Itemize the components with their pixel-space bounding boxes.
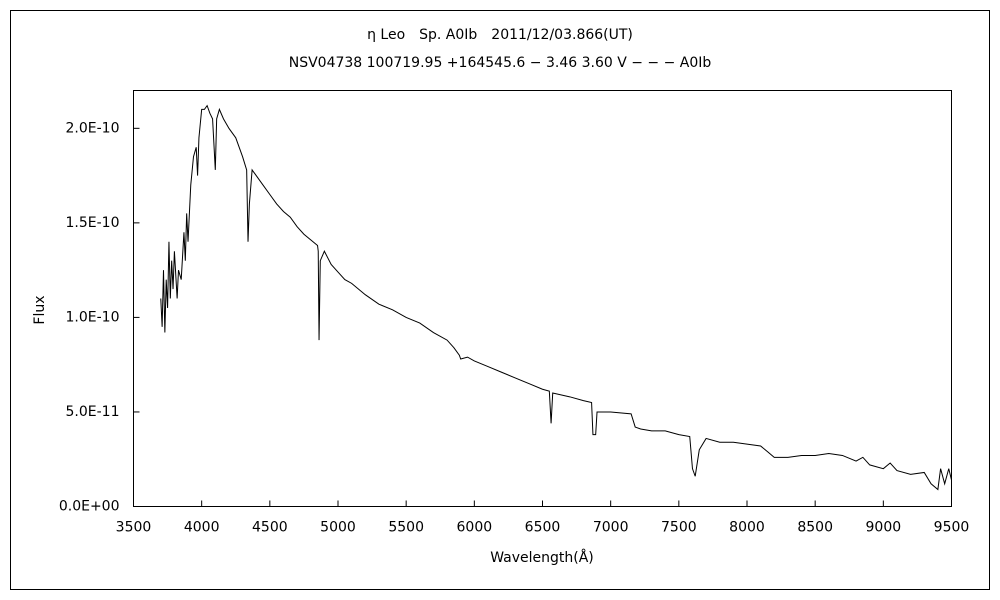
y-tick-label: 1.5E-10 — [66, 215, 120, 231]
x-axis-label: Wavelength(Å) — [490, 549, 594, 566]
x-tick-label: 5500 — [388, 520, 424, 536]
x-tick-label: 6000 — [457, 520, 493, 536]
x-tick-label: 3500 — [116, 520, 152, 536]
x-tick-label: 7000 — [593, 520, 629, 536]
x-tick-label: 5000 — [320, 520, 356, 536]
chart-frame — [10, 10, 990, 590]
y-tick-label: 5.0E-11 — [66, 404, 120, 420]
chart-title: η Leo Sp. A0Ib 2011/12/03.866(UT) — [367, 27, 633, 43]
y-tick-label: 2.0E-10 — [66, 120, 120, 136]
y-tick-label: 1.0E-10 — [66, 309, 120, 325]
x-tick-label: 9000 — [866, 520, 902, 536]
x-tick-label: 4000 — [184, 520, 220, 536]
x-tick-label: 7500 — [661, 520, 697, 536]
y-axis-label: Flux — [32, 295, 48, 324]
x-tick-label: 8000 — [729, 520, 765, 536]
spectrum-line — [160, 104, 952, 491]
x-tick-label: 4500 — [252, 520, 288, 536]
chart-subtitle: NSV04738 100719.95 +164545.6 − 3.46 3.60… — [289, 55, 712, 71]
x-tick-label: 9500 — [934, 520, 970, 536]
x-tick-label: 6500 — [525, 520, 561, 536]
x-tick-label: 8500 — [797, 520, 833, 536]
y-tick-label: 0.0E+00 — [59, 499, 120, 515]
